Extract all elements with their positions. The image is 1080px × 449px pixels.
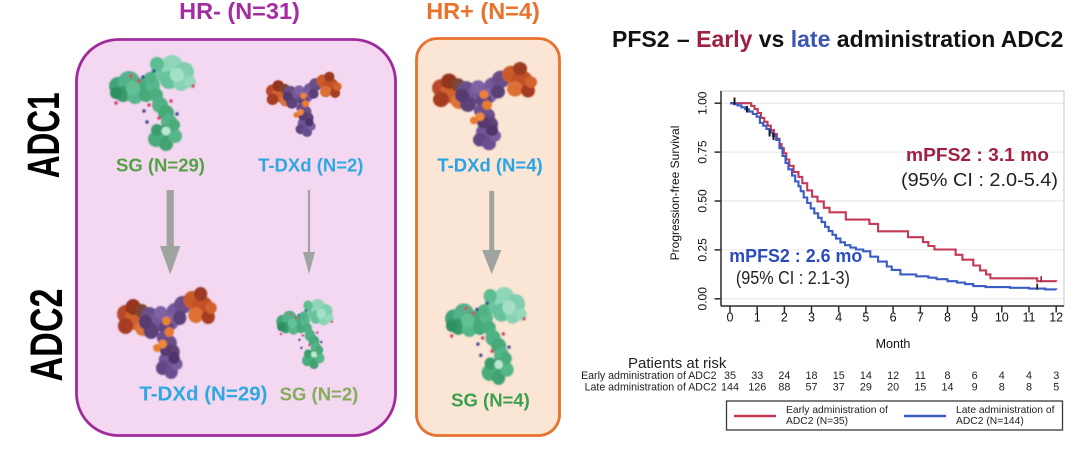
svg-text:SG (N=2): SG (N=2) [280,384,359,405]
svg-text:8: 8 [1026,381,1032,393]
svg-text:6: 6 [890,311,897,325]
svg-text:T-DXd (N=29): T-DXd (N=29) [139,383,267,406]
svg-text:8: 8 [944,311,951,325]
svg-text:SG (N=29): SG (N=29) [116,155,205,176]
svg-text:SG (N=4): SG (N=4) [451,390,530,411]
svg-text:ADC1: ADC1 [18,92,69,178]
svg-text:144: 144 [721,381,739,393]
svg-text:24: 24 [778,370,790,382]
svg-text:4: 4 [999,370,1005,382]
svg-text:14: 14 [860,370,872,382]
svg-text:29: 29 [860,381,872,393]
svg-text:0.25: 0.25 [696,238,710,262]
svg-text:ADC2: ADC2 [21,289,72,382]
svg-text:5: 5 [862,311,869,325]
svg-text:33: 33 [751,370,763,382]
svg-text:4: 4 [835,311,842,325]
svg-text:HR- (N=31): HR- (N=31) [179,0,300,24]
svg-text:Early administration of ADC2: Early administration of ADC2 [581,370,717,382]
svg-text:14: 14 [941,381,953,393]
svg-text:7: 7 [917,311,924,325]
svg-text:Month: Month [876,337,911,351]
svg-text:18: 18 [805,370,817,382]
svg-text:20: 20 [887,381,899,393]
svg-text:T-DXd (N=4): T-DXd (N=4) [437,155,542,176]
svg-text:ADC2 (N=35): ADC2 (N=35) [786,416,848,427]
svg-text:0.00: 0.00 [696,287,710,311]
svg-text:mPFS2 : 3.1 mo: mPFS2 : 3.1 mo [906,144,1049,165]
svg-text:5: 5 [1053,381,1059,393]
svg-text:9: 9 [971,311,978,325]
svg-text:2: 2 [781,311,788,325]
svg-text:0.50: 0.50 [696,189,710,213]
svg-text:88: 88 [778,381,790,393]
svg-text:6: 6 [972,370,978,382]
svg-text:12: 12 [887,370,899,382]
svg-text:(95% CI : 2.0-5.4): (95% CI : 2.0-5.4) [901,169,1058,190]
svg-text:3: 3 [808,311,815,325]
svg-text:PFS2 – Early vs late administr: PFS2 – Early vs late administration ADC2 [612,26,1063,52]
svg-text:1: 1 [754,311,761,325]
svg-text:(95% CI : 2.1-3): (95% CI : 2.1-3) [736,267,850,288]
svg-text:37: 37 [833,381,845,393]
svg-text:126: 126 [748,381,766,393]
svg-text:Patients at risk: Patients at risk [628,355,727,372]
svg-text:ADC2 (N=144): ADC2 (N=144) [956,416,1024,427]
svg-text:Late administration of: Late administration of [956,405,1055,416]
svg-text:1.00: 1.00 [696,91,710,115]
svg-text:T-DXd (N=2): T-DXd (N=2) [258,155,363,176]
svg-text:mPFS2 : 2.6 mo: mPFS2 : 2.6 mo [729,245,862,266]
svg-text:11: 11 [1023,311,1036,325]
svg-text:Late administration of ADC2: Late administration of ADC2 [585,381,717,393]
svg-text:3: 3 [1053,370,1059,382]
svg-text:11: 11 [915,370,926,382]
svg-text:8: 8 [999,381,1005,393]
svg-text:57: 57 [805,381,817,393]
svg-text:HR+ (N=4): HR+ (N=4) [426,0,540,24]
svg-text:Progression-free Survival: Progression-free Survival [668,126,682,261]
svg-text:10: 10 [995,311,1009,325]
svg-text:4: 4 [1026,370,1032,382]
svg-text:0.75: 0.75 [696,140,710,164]
svg-text:15: 15 [914,381,926,393]
svg-text:12: 12 [1049,311,1063,325]
svg-text:15: 15 [833,370,845,382]
svg-text:35: 35 [724,370,736,382]
svg-text:8: 8 [944,370,950,382]
svg-text:9: 9 [972,381,978,393]
svg-text:Early administration of: Early administration of [786,405,888,416]
svg-text:0: 0 [727,311,734,325]
